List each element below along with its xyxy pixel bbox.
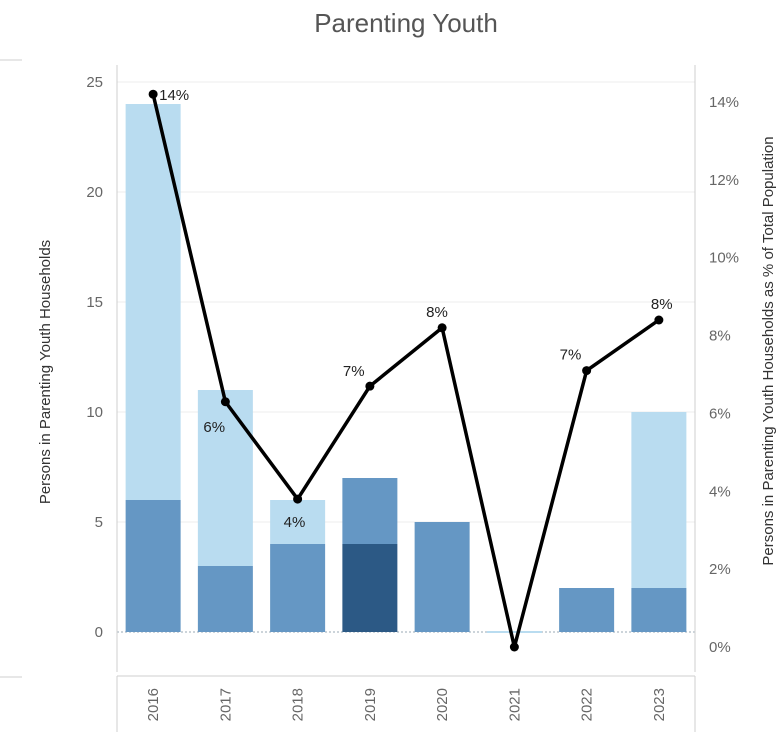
x-tick-label-2017: 2017 (217, 688, 234, 721)
x-axis-ticks: 2016 2017 2018 2019 2020 2021 2022 2023 (145, 688, 668, 721)
right-tick-label: 8% (709, 328, 731, 345)
line-label-2016: 14% (159, 87, 189, 104)
bar-segment-2017-3 (197, 390, 253, 566)
line-point-2016 (148, 89, 158, 99)
left-tick-label: 5 (95, 514, 103, 531)
line-label-2022: 7% (560, 347, 582, 364)
chart-title: Parenting Youth (314, 8, 498, 38)
line-data-labels: 14% 6% 4% 7% 8% 7% 8% (159, 87, 672, 531)
left-tick-label: 10 (86, 404, 103, 421)
right-axis-label: Persons in Parenting Youth Households as… (760, 136, 777, 565)
right-tick-label: 0% (709, 639, 731, 656)
line-point-2020 (437, 323, 447, 333)
line-label-2018: 4% (284, 514, 306, 531)
line-point-2019 (365, 381, 375, 391)
bars (125, 104, 687, 633)
x-tick-label-2023: 2023 (651, 688, 668, 721)
left-tick-label: 20 (86, 184, 103, 201)
bar-segment-2019-2 (342, 478, 398, 544)
line-label-2023: 8% (651, 296, 673, 313)
line-label-2019: 7% (343, 363, 365, 380)
bar-segment-2016-0 (125, 500, 181, 632)
x-tick-label-2020: 2020 (434, 688, 451, 721)
line-point-2018 (293, 494, 303, 504)
bar-segment-2022-0 (559, 588, 615, 632)
right-tick-label: 4% (709, 483, 731, 500)
line-point-2017 (220, 397, 230, 407)
bar-segment-2019-1 (342, 544, 398, 632)
bar-segment-2018-0 (270, 544, 326, 632)
line-label-2017: 6% (203, 419, 225, 436)
percentage-line (151, 93, 660, 649)
x-tick-label-2021: 2021 (506, 688, 523, 721)
line-label-2020: 8% (426, 304, 448, 321)
x-tick-label-2018: 2018 (290, 688, 307, 721)
bar-segment-2023-3 (631, 412, 687, 588)
bar-segment-2020-0 (414, 522, 470, 632)
left-tick-label: 25 (86, 74, 103, 91)
left-axis-ticks: 0 5 10 15 20 25 (86, 74, 103, 641)
right-tick-label: 10% (709, 250, 739, 267)
right-tick-label: 12% (709, 172, 739, 189)
line-point-2021 (509, 642, 519, 652)
right-tick-label: 6% (709, 405, 731, 422)
bar-segment-2021-empty (486, 631, 542, 633)
x-tick-label-2016: 2016 (145, 688, 162, 721)
bar-segment-2018-3 (270, 500, 326, 544)
bar-segment-2023-0 (631, 588, 687, 632)
axis-frame (0, 59, 696, 732)
x-tick-label-2022: 2022 (579, 688, 596, 721)
line-points (148, 89, 664, 652)
bar-segment-2016-3 (125, 104, 181, 500)
right-tick-label: 2% (709, 561, 731, 578)
left-tick-label: 15 (86, 294, 103, 311)
line-point-2023 (654, 315, 664, 325)
left-axis-label: Persons in Parenting Youth Households (37, 240, 54, 504)
percentage-line-path (151, 93, 660, 649)
right-axis-ticks: 0% 2% 4% 6% 8% 10% 12% 14% (709, 94, 739, 656)
right-tick-label: 14% (709, 94, 739, 111)
line-point-2022 (582, 366, 592, 376)
x-tick-label-2019: 2019 (362, 688, 379, 721)
bar-segment-2017-0 (197, 566, 253, 632)
left-tick-label: 0 (95, 624, 103, 641)
